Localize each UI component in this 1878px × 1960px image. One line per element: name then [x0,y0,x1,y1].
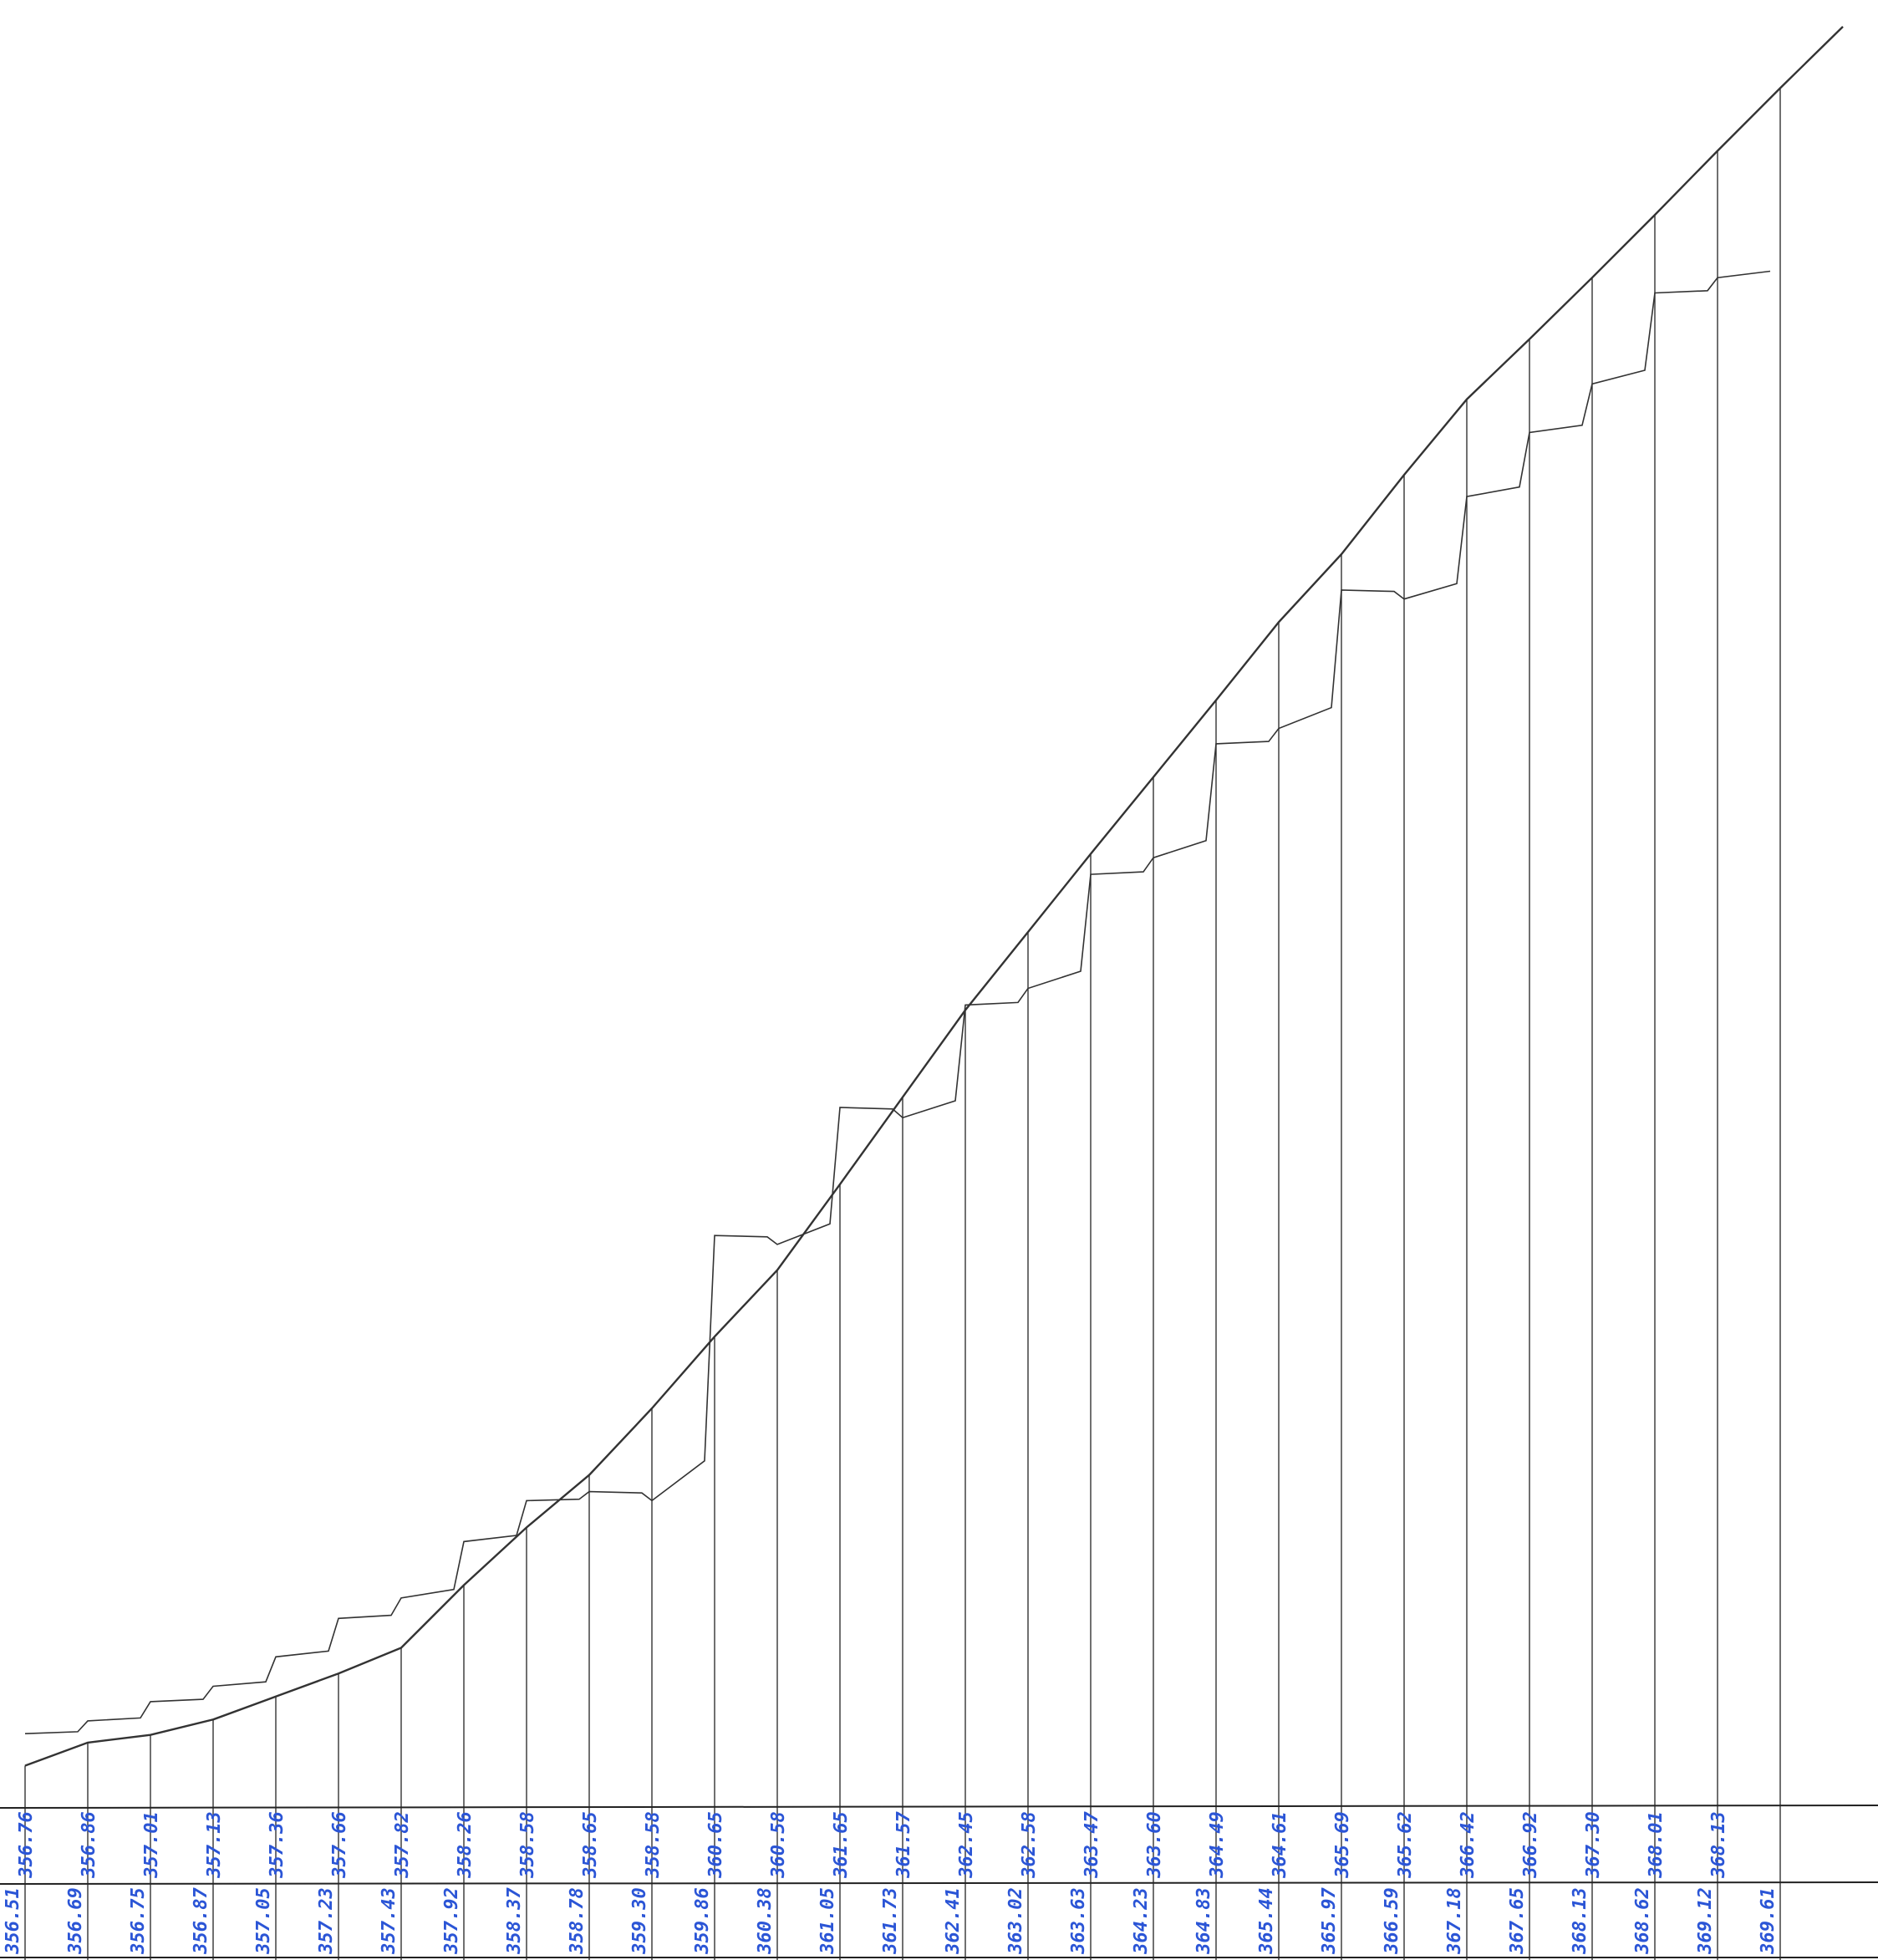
top-label: 358.58 [517,1811,538,1878]
bottom-label: 358.37 [504,1887,525,1955]
top-label: 367.30 [1583,1811,1604,1878]
top-label: 366.92 [1520,1811,1541,1878]
top-label: 365.62 [1395,1811,1416,1878]
bottom-label: 365.97 [1319,1887,1340,1955]
top-label: 364.49 [1207,1811,1228,1878]
bottom-label: 356.69 [65,1887,86,1954]
bottom-label: 369.61 [1758,1887,1779,1954]
top-label: 358.65 [580,1811,601,1878]
top-label: 360.65 [705,1811,726,1878]
bottom-label-row: 356.51 356.69 356.75 356.87 357.05 357.23 357.… [3,1887,1779,1955]
profile-series [24,26,1844,1767]
top-label: 368.13 [1708,1811,1729,1878]
top-label: 361.57 [893,1811,914,1879]
top-label: 363.60 [1144,1811,1165,1878]
bottom-label: 357.43 [379,1887,400,1954]
top-label: 357.01 [141,1811,162,1878]
bottom-label: 363.02 [1005,1887,1026,1954]
bottom-label: 366.59 [1382,1887,1402,1954]
bottom-label: 359.86 [692,1887,713,1954]
bottom-label: 356.87 [191,1887,211,1955]
top-label: 358.26 [455,1811,476,1878]
top-label: 356.76 [16,1811,37,1878]
bottom-label: 368.13 [1570,1887,1590,1954]
bottom-label: 367.18 [1444,1887,1465,1954]
top-label: 357.82 [392,1811,413,1878]
top-label: 363.47 [1082,1811,1102,1879]
bottom-label: 359.30 [629,1887,650,1954]
station-lines [24,88,1781,1960]
series-line-smooth [24,26,1844,1767]
bottom-label: 368.62 [1632,1887,1653,1954]
top-label: 362.58 [1019,1811,1040,1878]
top-label: 368.01 [1646,1811,1667,1878]
bottom-label: 356.51 [3,1887,23,1954]
top-label-row: 356.76 356.86 357.01 357.13 357.36 357.66 357.… [16,1811,1729,1879]
bottom-label: 357.05 [253,1887,274,1954]
top-label: 356.86 [79,1811,99,1878]
top-label: 364.61 [1270,1811,1290,1878]
label-row-top-border [0,1805,1878,1809]
bottom-label: 361.73 [880,1887,901,1954]
top-label: 358.58 [643,1811,664,1878]
bottom-label: 357.23 [316,1887,337,1954]
bottom-label: 365.44 [1256,1887,1277,1954]
label-row-divider [0,1881,1878,1885]
top-label: 365.69 [1332,1811,1353,1878]
bottom-label: 357.92 [441,1887,462,1954]
top-label: 362.45 [956,1811,977,1878]
bottom-label: 367.65 [1507,1887,1528,1954]
bottom-label: 364.23 [1131,1887,1152,1954]
bottom-label: 361.05 [817,1887,838,1954]
bottom-label: 369.12 [1695,1887,1716,1954]
bottom-label: 364.83 [1193,1887,1214,1954]
bottom-label: 362.41 [943,1887,964,1954]
bottom-label: 363.63 [1068,1887,1089,1954]
top-label: 357.13 [204,1811,225,1878]
top-label: 361.65 [831,1811,852,1878]
top-label: 366.42 [1458,1811,1478,1878]
top-label: 360.58 [768,1811,789,1878]
bottom-label: 356.75 [128,1887,149,1954]
bottom-label: 360.38 [755,1887,776,1954]
series-line-stepped [24,270,1771,1734]
bottom-label: 358.78 [567,1887,588,1954]
top-label: 357.36 [267,1811,288,1878]
top-label: 357.66 [329,1811,350,1878]
